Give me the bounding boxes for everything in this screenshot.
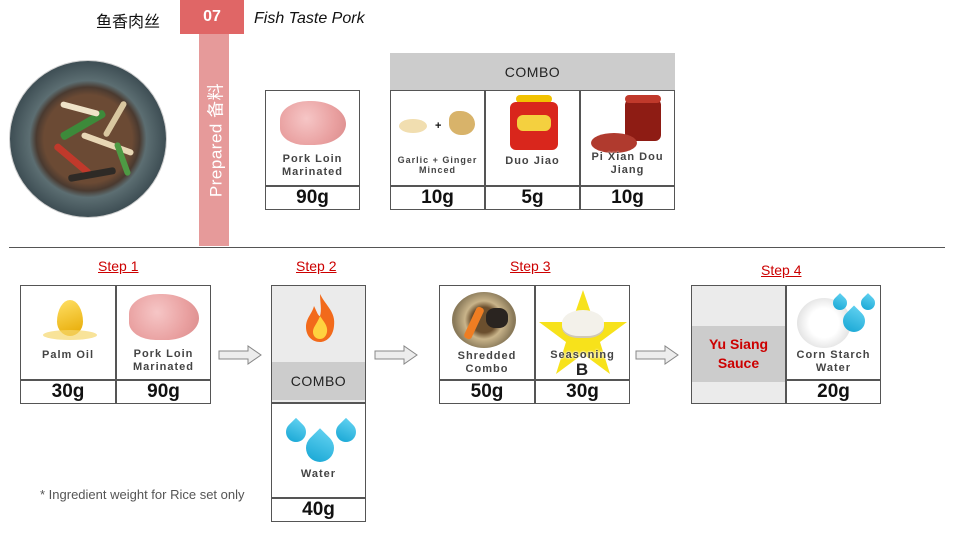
step2-heat-card: COMBO <box>271 285 366 403</box>
step1-pork-card: Pork Loin Marinated <box>116 285 211 380</box>
shredded-combo-card: Shredded Combo <box>439 285 535 380</box>
pork-image <box>129 294 199 340</box>
garlic-image <box>399 119 427 133</box>
step-1-title: Step 1 <box>98 258 139 274</box>
step2-combo-label: COMBO <box>272 362 365 400</box>
corn-starch-label: Corn Starch Water <box>796 349 871 374</box>
step-4-title: Step 4 <box>761 262 802 278</box>
step1-pork-label: Pork Loin Marinated <box>133 348 194 373</box>
step1-pork-weight: 90g <box>116 380 211 404</box>
shredded-combo-weight: 50g <box>439 380 535 404</box>
duo-jiao-weight: 5g <box>485 186 580 210</box>
fire-icon <box>306 294 335 342</box>
yu-siang-sauce-card: Yu Siang Sauce <box>691 285 786 404</box>
dou-jiang-weight: 10g <box>580 186 675 210</box>
section-divider <box>9 247 945 248</box>
oil-splash-image <box>43 330 97 340</box>
water-drop-icon <box>331 417 361 447</box>
water-label: Water <box>300 468 337 480</box>
dou-jiang-bowl-image <box>591 133 637 153</box>
duo-jiao-jar-label <box>517 115 551 131</box>
shredded-combo-label: Shredded Combo <box>457 350 517 375</box>
dou-jiang-label: Pi Xian Dou Jiang <box>591 151 664 176</box>
duo-jiao-card: Duo Jiao <box>485 90 580 186</box>
wood-ear-image <box>486 308 508 328</box>
palm-oil-weight: 30g <box>20 380 116 404</box>
step-3-title: Step 3 <box>510 258 551 274</box>
prepared-pork-card: Pork Loin Marinated <box>265 90 360 186</box>
palm-oil-label: Palm Oil <box>41 349 95 361</box>
water-weight: 40g <box>271 498 366 522</box>
ginger-image <box>449 111 475 135</box>
garlic-ginger-weight: 10g <box>390 186 485 210</box>
recipe-number-badge: 07 <box>180 0 244 34</box>
seasoning-card: Seasoning B <box>535 285 630 380</box>
prepared-combo-header: COMBO <box>390 53 675 90</box>
seasoning-label: Seasoning <box>550 349 615 361</box>
arrow-right-icon <box>635 345 679 365</box>
corn-starch-card: Corn Starch Water <box>786 285 881 380</box>
footnote: * Ingredient weight for Rice set only <box>40 487 245 502</box>
pork-image <box>280 101 346 145</box>
seasoning-powder-image <box>562 310 604 336</box>
plus-icon: + <box>435 120 442 132</box>
step-2-title: Step 2 <box>296 258 337 274</box>
arrow-right-icon <box>218 345 262 365</box>
duo-jiao-lid <box>516 95 552 103</box>
water-card: Water <box>271 403 366 498</box>
dou-jiang-jar-image <box>625 99 661 141</box>
water-drop-icon <box>858 293 878 313</box>
dou-jiang-lid <box>625 95 661 103</box>
garlic-ginger-label: Garlic + Ginger Minced <box>397 155 478 176</box>
corn-starch-weight: 20g <box>786 380 881 404</box>
yu-siang-sauce-label: Yu Siang Sauce <box>692 326 785 382</box>
duo-jiao-label: Duo Jiao <box>505 155 560 167</box>
garlic-ginger-card: + Garlic + Ginger Minced <box>390 90 485 186</box>
seasoning-variant: B <box>575 360 590 379</box>
arrow-right-icon <box>374 345 418 365</box>
prepared-label: Prepared 备料 <box>206 82 226 198</box>
prepared-section-bar: Prepared 备料 <box>199 34 229 246</box>
dish-photo <box>10 61 166 217</box>
dish-title-english: Fish Taste Pork <box>254 10 365 27</box>
seasoning-weight: 30g <box>535 380 630 404</box>
prepared-pork-label: Pork Loin Marinated <box>282 153 343 178</box>
dou-jiang-card: Pi Xian Dou Jiang <box>580 90 675 186</box>
palm-oil-card: Palm Oil <box>20 285 116 380</box>
dish-title-chinese: 鱼香肉丝 <box>96 14 161 31</box>
prepared-pork-weight: 90g <box>265 186 360 210</box>
